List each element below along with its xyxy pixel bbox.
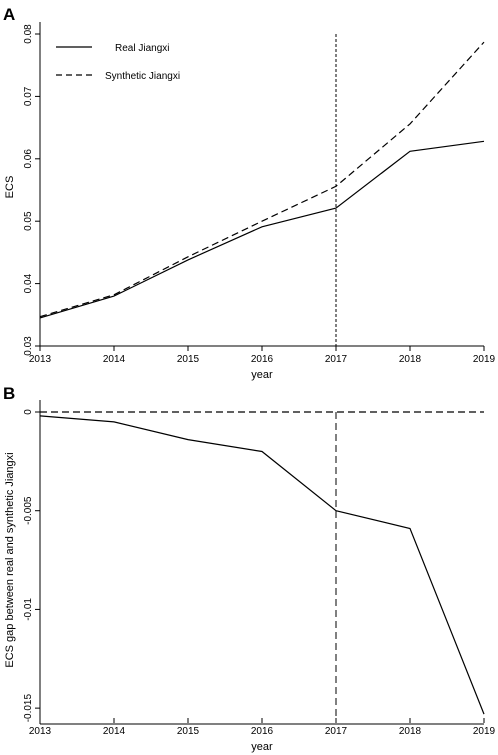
panel-a-y-ticks: 0.03 0.04 0.05 0.06 0.07 0.08 — [23, 24, 40, 356]
y-tick-label: 0.07 — [23, 86, 34, 106]
x-tick-label: 2014 — [103, 354, 126, 365]
panel-b-x-ticks: 2013 2014 2015 2016 2017 2018 2019 — [29, 718, 496, 737]
ecs-gap-line — [39, 415, 485, 715]
x-tick-label: 2015 — [177, 354, 200, 365]
y-tick-label: 0.03 — [23, 336, 34, 356]
panel-b-series — [39, 411, 485, 718]
x-tick-label: 2016 — [251, 726, 274, 737]
y-tick-label: -0.015 — [23, 694, 34, 723]
real-jiangxi-line — [39, 140, 485, 319]
panel-a-x-label: year — [251, 369, 273, 381]
y-tick-label: 0 — [23, 409, 34, 415]
x-tick-label: 2019 — [473, 726, 496, 737]
y-tick-label: 0.08 — [23, 24, 34, 44]
legend-real-jiangxi: Real Jiangxi — [115, 43, 169, 54]
panel-a-x-ticks: 2013 2014 2015 2016 2017 2018 2019 — [29, 346, 496, 365]
x-tick-label: 2017 — [325, 354, 348, 365]
panel-b-x-label: year — [251, 741, 273, 753]
panel-b: B 2013 2014 2015 2016 2017 2018 2019 0 -0.005 -0… — [3, 384, 496, 753]
panel-a-label: A — [3, 5, 15, 24]
panel-a-series — [39, 34, 485, 346]
x-tick-label: 2016 — [251, 354, 274, 365]
y-tick-label: -0.01 — [23, 598, 34, 621]
x-tick-label: 2014 — [103, 726, 126, 737]
y-tick-label: 0.05 — [23, 211, 34, 231]
x-tick-label: 2019 — [473, 354, 496, 365]
panel-a: A 2013 2014 2015 2016 2017 2018 2019 0.030.040… — [3, 5, 496, 381]
panel-b-y-ticks: 0 -0.005 -0.01 -0.015 — [23, 409, 40, 723]
x-tick-label: 2013 — [29, 726, 52, 737]
x-tick-label: 2018 — [399, 726, 422, 737]
legend-synthetic-jiangxi: Synthetic Jiangxi — [105, 71, 180, 82]
x-tick-label: 2018 — [399, 354, 422, 365]
panel-a-legend: Real Jiangxi Synthetic Jiangxi — [56, 43, 180, 82]
panel-a-y-label: ECS — [4, 176, 16, 199]
x-tick-label: 2015 — [177, 726, 200, 737]
x-tick-label: 2017 — [325, 726, 348, 737]
y-tick-label: 0.04 — [23, 273, 34, 293]
panel-b-label: B — [3, 384, 15, 403]
y-tick-label: -0.005 — [23, 496, 34, 525]
x-tick-label: 2013 — [29, 354, 52, 365]
y-tick-label: 0.06 — [23, 149, 34, 169]
synthetic-jiangxi-line — [39, 41, 485, 318]
panel-b-y-label: ECS gap between real and synthetic Jiang… — [4, 452, 16, 667]
